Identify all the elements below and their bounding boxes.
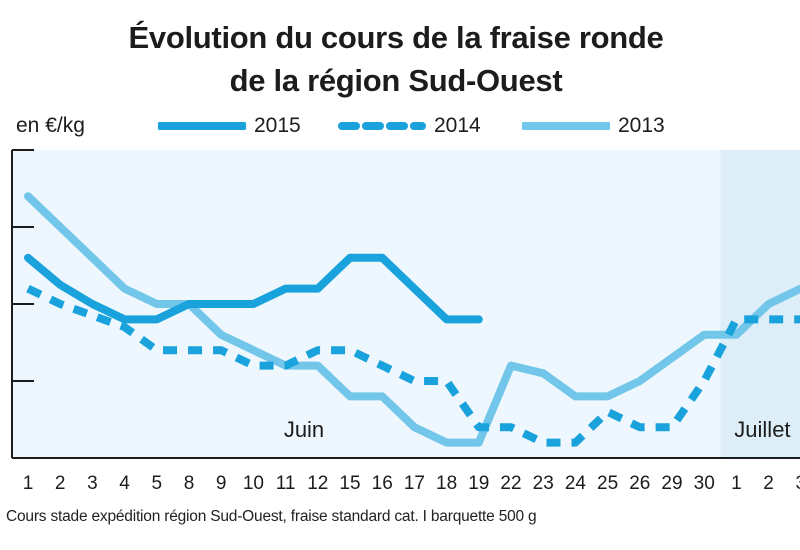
x-tick-label: 15 bbox=[339, 473, 360, 494]
x-tick-label: 26 bbox=[629, 473, 650, 494]
x-tick-label: 10 bbox=[243, 473, 264, 494]
legend-item-2013: 2013 bbox=[522, 112, 665, 140]
x-tick-label: 1 bbox=[23, 473, 34, 494]
x-tick-label: 17 bbox=[404, 473, 425, 494]
x-tick-label: 12 bbox=[307, 473, 328, 494]
legend-swatch-2013 bbox=[522, 122, 610, 130]
legend-label-2015: 2015 bbox=[254, 114, 301, 137]
legend-swatch-2014 bbox=[338, 122, 426, 130]
x-tick-label: 29 bbox=[661, 473, 682, 494]
x-tick-label: 18 bbox=[436, 473, 457, 494]
x-tick-label: 16 bbox=[372, 473, 393, 494]
x-tick-label: 2 bbox=[763, 473, 774, 494]
x-tick-label: 3 bbox=[87, 473, 98, 494]
legend-swatch-2015 bbox=[158, 122, 246, 130]
series-line-2013 bbox=[24, 192, 800, 447]
x-tick-label: 19 bbox=[468, 473, 489, 494]
x-tick-label: 4 bbox=[119, 473, 130, 494]
x-tick-label: 11 bbox=[276, 473, 296, 494]
x-tick-label: 2 bbox=[55, 473, 66, 494]
x-tick-label: 1 bbox=[731, 473, 742, 494]
x-tick-label: 8 bbox=[184, 473, 195, 494]
x-tick-label: 22 bbox=[500, 473, 521, 494]
x-tick-label: 3 bbox=[796, 473, 800, 494]
month-panel-1 bbox=[12, 150, 721, 458]
x-tick-label: 9 bbox=[216, 473, 227, 494]
source-note: Cours stade expédition région Sud-Ouest,… bbox=[6, 508, 537, 525]
legend-label-2013: 2013 bbox=[618, 114, 665, 137]
x-tick-label: 30 bbox=[694, 473, 715, 494]
y-axis-unit-label: en €/kg bbox=[16, 114, 85, 137]
month-label: Juillet bbox=[734, 417, 790, 442]
legend-label-2014: 2014 bbox=[434, 114, 481, 137]
legend-item-2014: 2014 bbox=[338, 112, 481, 140]
chart-title: Évolution du cours de la fraise ronde bbox=[128, 20, 664, 55]
chart-subtitle: de la région Sud-Ouest bbox=[229, 63, 563, 98]
legend-item-2015: 2015 bbox=[158, 112, 301, 140]
x-tick-label: 24 bbox=[565, 473, 587, 494]
x-tick-label: 23 bbox=[533, 473, 554, 494]
x-tick-label: 25 bbox=[597, 473, 618, 494]
series-line-2015 bbox=[24, 253, 483, 324]
month-label: Juin bbox=[284, 417, 324, 442]
month-panel-2 bbox=[720, 150, 800, 458]
x-tick-label: 5 bbox=[152, 473, 163, 494]
